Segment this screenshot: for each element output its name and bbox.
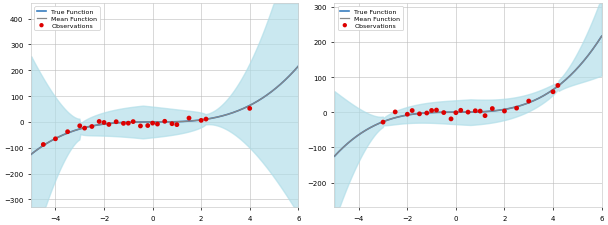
Observations [415,112,424,116]
Observations [427,109,437,113]
Observations [143,124,153,128]
Observations [245,107,255,111]
Observations [432,109,441,112]
Observations [446,117,456,121]
Mean Function [185,120,193,123]
Observations [87,125,97,129]
Line: True Function: True Function [31,67,299,155]
Mean Function [490,110,497,113]
Mean Function [187,120,194,123]
Mean Function [29,153,36,155]
True Function [295,65,302,68]
Observations [390,111,400,114]
Observations [512,107,522,110]
Observations [407,109,417,113]
Mean Function [27,153,35,156]
Legend: True Function, Mean Function, Observations: True Function, Mean Function, Observatio… [337,7,403,31]
Observations [488,107,497,111]
Mean Function [494,110,502,112]
Mean Function [489,110,496,113]
Legend: True Function, Mean Function, Observations: True Function, Mean Function, Observatio… [34,7,100,31]
Observations [153,123,162,126]
True Function [598,36,605,38]
Observations [80,127,89,130]
Observations [50,137,60,141]
Observations [439,111,449,115]
True Function [331,155,338,158]
Mean Function [253,101,260,104]
Observations [104,123,114,127]
True Function [191,120,198,122]
Observations [480,114,490,118]
True Function [556,84,563,87]
Observations [94,120,104,124]
True Function [489,110,496,113]
Observations [451,111,461,115]
Mean Function [331,155,338,158]
Observations [111,120,121,124]
Mean Function [598,36,605,38]
True Function [490,110,497,113]
Observations [553,84,563,88]
Mean Function [269,90,277,92]
True Function [269,90,277,92]
Mean Function [332,154,339,157]
Observations [160,120,170,124]
True Function [494,110,502,112]
True Function [185,120,193,123]
Line: True Function: True Function [334,37,601,157]
Observations [201,118,211,121]
Observations [167,122,177,126]
Observations [148,122,157,125]
True Function [332,154,339,157]
Observations [99,121,109,125]
True Function [253,101,260,104]
Observations [128,120,138,124]
Observations [463,111,473,114]
Mean Function [573,68,580,71]
True Function [187,120,194,123]
Mean Function [556,84,563,87]
Observations [136,125,145,128]
Observations [471,109,480,113]
Observations [548,90,558,94]
Observations [172,123,182,127]
Observations [184,117,194,120]
True Function [573,68,580,71]
True Function [29,153,36,155]
Observations [123,122,133,126]
Observations [475,110,485,113]
Observations [402,113,412,117]
Observations [500,110,510,113]
Observations [456,109,466,112]
Mean Function [191,120,198,122]
Line: Mean Function: Mean Function [334,37,601,157]
Observations [119,122,128,126]
Observations [422,112,432,115]
Line: Mean Function: Mean Function [31,67,299,155]
Observations [75,124,85,128]
Observations [196,119,206,123]
Mean Function [295,65,302,68]
Observations [378,121,388,124]
Observations [524,100,534,104]
Observations [38,143,48,147]
Observations [63,130,72,134]
True Function [27,153,35,156]
